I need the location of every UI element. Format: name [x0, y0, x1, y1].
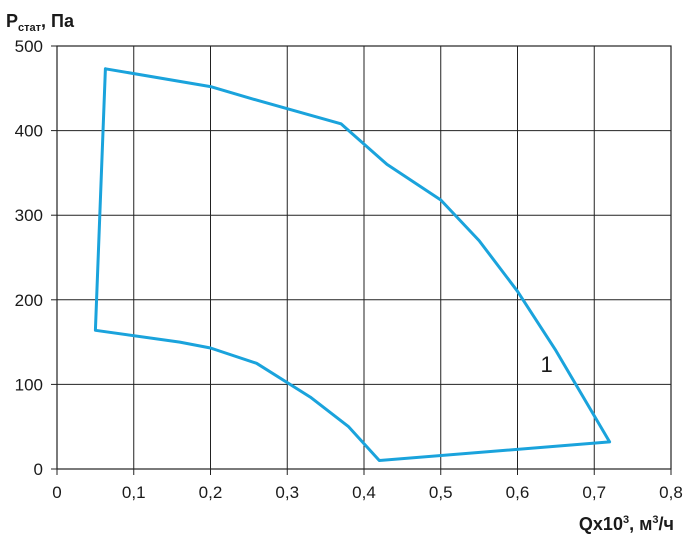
y-axis-title: Pстат, Па [6, 11, 75, 34]
x-tick-label: 0,8 [659, 483, 683, 502]
x-tick-label: 0,4 [352, 483, 376, 502]
y-axis-title-main: P [6, 11, 18, 31]
x-axis-title-unit: , м [629, 514, 652, 534]
x-tick-label: 0,5 [429, 483, 453, 502]
x-axis-title-exponent: 3 [623, 514, 629, 526]
x-tick-label: 0,2 [199, 483, 223, 502]
y-tick-label: 300 [15, 206, 43, 225]
x-axis-title-main: Qx10 [579, 514, 623, 534]
series-line-1 [93, 67, 612, 462]
curve-label: 1 [541, 352, 553, 377]
x-axis-ticks: 0 0,1 0,2 0,3 0,4 0,5 0,6 0,7 0,8 [52, 469, 683, 502]
y-tick-label: 0 [34, 460, 43, 479]
x-tick-label: 0,3 [275, 483, 299, 502]
x-tick-label: 0,6 [506, 483, 530, 502]
y-tick-label: 400 [15, 122, 43, 141]
x-axis-title-unit-exponent: 3 [652, 514, 658, 526]
x-tick-label: 0,7 [582, 483, 606, 502]
x-tick-label: 0 [52, 483, 61, 502]
y-axis-title-unit: , Па [41, 11, 75, 31]
y-axis-title-subscript: стат [18, 22, 42, 34]
y-tick-label: 500 [15, 37, 43, 56]
x-tick-label: 0,1 [122, 483, 146, 502]
annotations: 1 [541, 352, 553, 377]
series-layer [93, 67, 612, 462]
y-tick-label: 200 [15, 291, 43, 310]
grid-lines [56, 45, 672, 470]
x-axis-title: Qx103, м3/ч [579, 514, 674, 534]
y-axis-ticks: 0 100 200 300 400 500 [15, 37, 57, 479]
x-axis-title-unit-tail: /ч [659, 514, 674, 534]
y-tick-label: 100 [15, 375, 43, 394]
